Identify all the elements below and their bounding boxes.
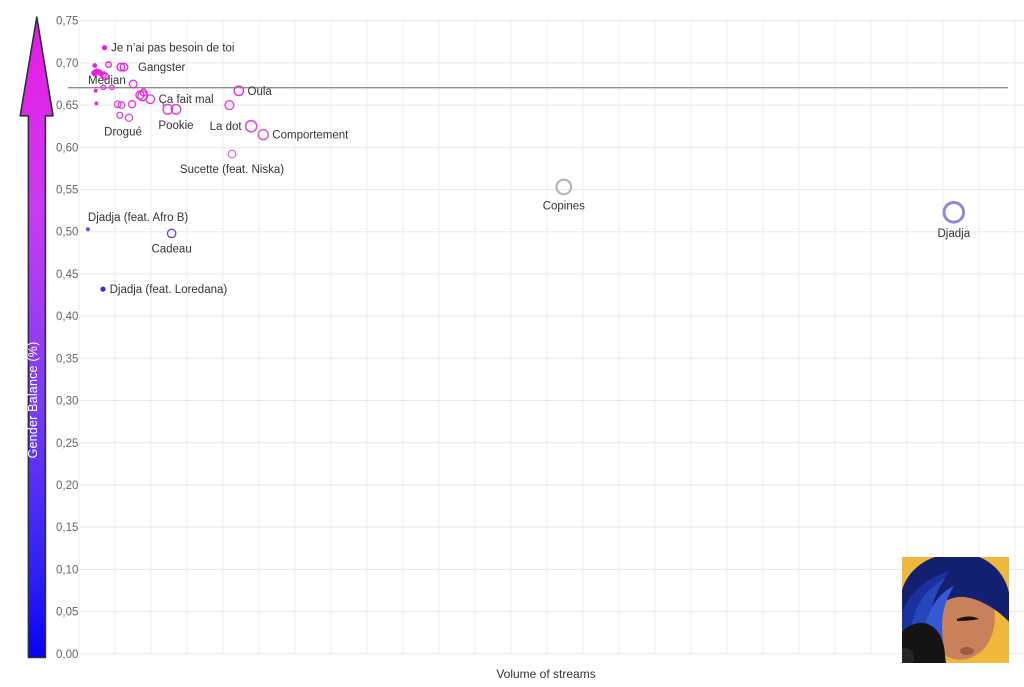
svg-text:Oula: Oula (248, 86, 273, 98)
svg-text:Sucette (feat. Niska): Sucette (feat. Niska) (180, 164, 284, 176)
svg-text:Median: Median (88, 75, 126, 87)
svg-text:0,45: 0,45 (56, 269, 78, 281)
svg-text:Gender Balance (%): Gender Balance (%) (26, 342, 40, 459)
svg-text:0,50: 0,50 (56, 227, 78, 239)
svg-text:Drogué: Drogué (104, 126, 142, 138)
svg-text:0,00: 0,00 (56, 649, 78, 661)
svg-text:Gangster: Gangster (138, 62, 185, 74)
svg-text:0,30: 0,30 (56, 396, 78, 408)
svg-text:Djadja (feat. Afro B): Djadja (feat. Afro B) (88, 212, 189, 224)
svg-text:0,20: 0,20 (56, 480, 78, 492)
svg-text:0,10: 0,10 (56, 564, 78, 576)
svg-text:0,35: 0,35 (56, 353, 78, 365)
svg-text:Comportement: Comportement (272, 130, 349, 142)
svg-text:0,75: 0,75 (56, 16, 78, 28)
svg-text:Je n’ai pas besoin de toi: Je n’ai pas besoin de toi (111, 43, 234, 55)
svg-text:Cadeau: Cadeau (151, 244, 191, 256)
svg-text:La dot: La dot (210, 121, 243, 133)
svg-text:0,15: 0,15 (56, 522, 78, 534)
svg-text:Copines: Copines (543, 200, 585, 212)
svg-text:0,05: 0,05 (56, 607, 78, 619)
svg-text:Pookie: Pookie (158, 120, 193, 132)
svg-text:0,40: 0,40 (56, 311, 78, 323)
svg-text:Djadja (feat. Loredana): Djadja (feat. Loredana) (110, 284, 228, 296)
svg-text:0,65: 0,65 (56, 100, 78, 112)
svg-text:0,70: 0,70 (56, 58, 78, 70)
svg-text:0,60: 0,60 (56, 142, 78, 154)
svg-text:Djadja: Djadja (937, 228, 970, 240)
svg-text:0,55: 0,55 (56, 185, 78, 197)
svg-text:0,25: 0,25 (56, 438, 78, 450)
svg-text:Volume of streams: Volume of streams (496, 667, 595, 681)
